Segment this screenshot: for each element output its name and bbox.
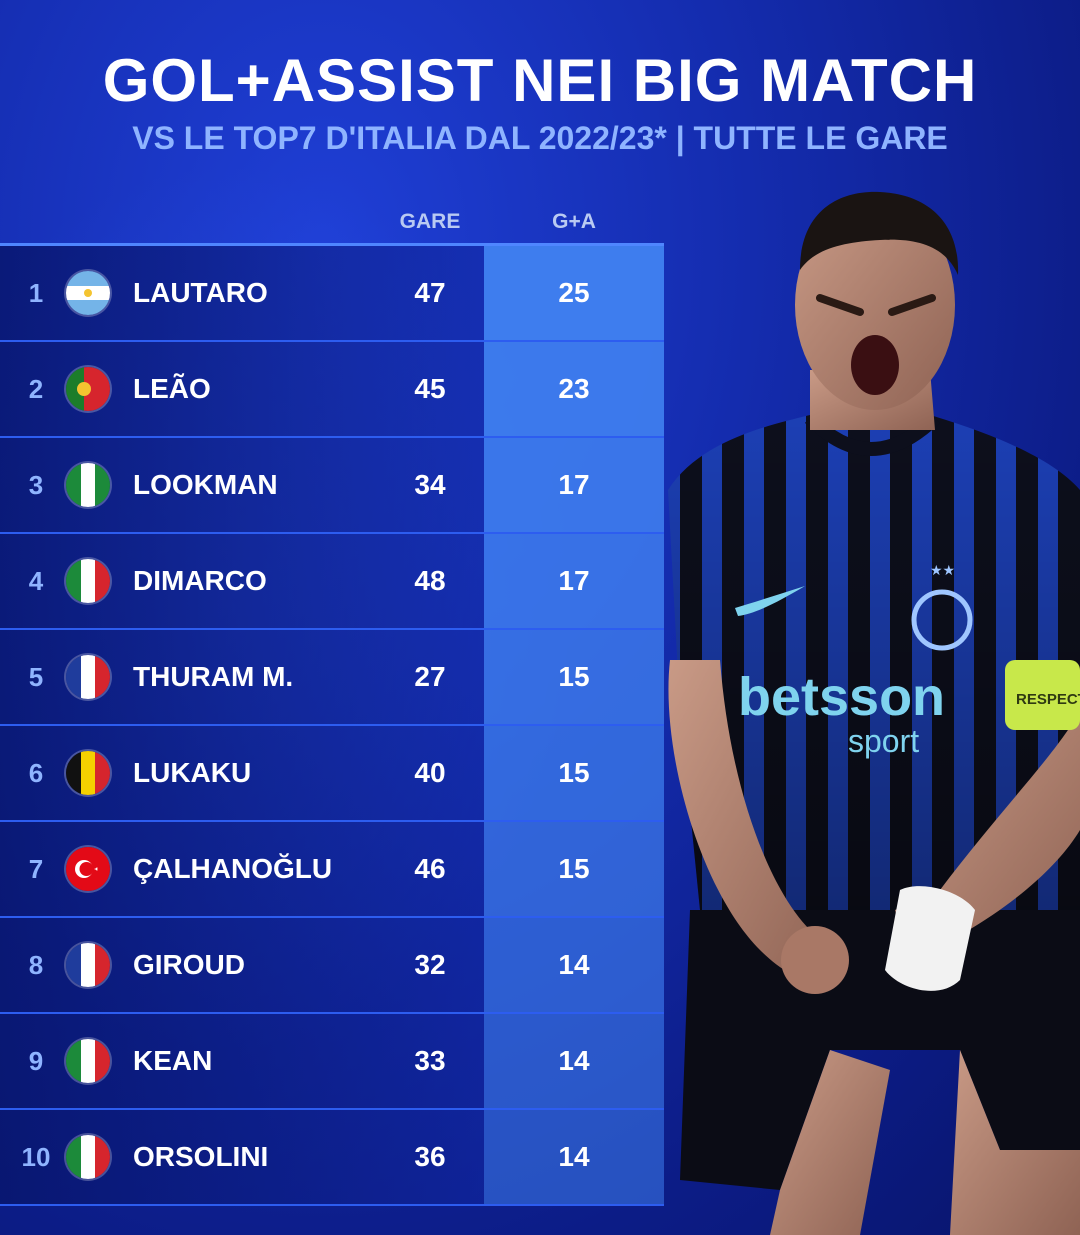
italy-flag-icon xyxy=(66,1135,110,1179)
gare-value: 34 xyxy=(414,469,446,500)
rank-number: 9 xyxy=(28,1046,44,1076)
ga-value: 14 xyxy=(558,1141,590,1172)
rank-number: 8 xyxy=(28,950,44,980)
page-title: GOL+ASSIST NEI BIG MATCH xyxy=(102,47,978,114)
player-name: DIMARCO xyxy=(133,565,267,596)
table-row: 2 LEÃO 45 23 xyxy=(0,342,664,438)
page-subtitle: VS LE TOP7 D'ITALIA DAL 2022/23* | TUTTE… xyxy=(132,120,948,156)
gare-value: 32 xyxy=(414,949,446,980)
club-crest-icon xyxy=(911,589,973,651)
italy-flag-icon xyxy=(66,1039,110,1083)
gare-value: 33 xyxy=(414,1045,446,1076)
rank-number: 2 xyxy=(28,374,44,404)
ga-value: 15 xyxy=(558,757,590,788)
ga-cell-background xyxy=(484,342,664,436)
gare-value: 40 xyxy=(414,757,446,788)
ga-value: 17 xyxy=(558,469,590,500)
gare-value: 48 xyxy=(414,565,446,596)
table-row: 8 GIROUD 32 14 xyxy=(0,918,664,1014)
ranking-table: 1 LAUTARO 47 25 2 LEÃO 45 23 3 LOOKMAN 34 17 4 DIMARC… xyxy=(0,246,664,1206)
france-flag-icon xyxy=(66,655,110,699)
table-row: 5 THURAM M. 27 15 xyxy=(0,630,664,726)
rank-number: 3 xyxy=(28,470,44,500)
ga-cell-background xyxy=(484,918,664,1012)
armband-text: RESPECT xyxy=(1016,691,1080,708)
player-name: LOOKMAN xyxy=(133,469,278,500)
rank-number: 7 xyxy=(28,854,44,884)
belgium-flag-icon xyxy=(66,751,110,795)
table-row: 7 ÇALHANOĞLU 46 15 xyxy=(0,822,664,918)
table-row: 9 KEAN 33 14 xyxy=(0,1014,664,1110)
rank-number: 5 xyxy=(28,662,44,692)
italy-flag-icon xyxy=(66,559,110,603)
ga-cell-background xyxy=(484,630,664,724)
ga-cell-background xyxy=(484,246,664,340)
nigeria-flag-icon xyxy=(66,463,110,507)
column-header-gare: GARE xyxy=(399,210,461,233)
gare-value: 46 xyxy=(414,853,446,884)
ga-cell-background xyxy=(484,726,664,820)
ga-value: 23 xyxy=(558,373,590,404)
player-name: GIROUD xyxy=(133,949,245,980)
ga-cell-background xyxy=(484,1110,664,1204)
gare-value: 47 xyxy=(414,277,446,308)
gare-value: 27 xyxy=(414,661,446,692)
player-name: ORSOLINI xyxy=(133,1141,269,1172)
stars-icon: ★★ xyxy=(930,563,955,579)
player-name: KEAN xyxy=(133,1045,213,1076)
france-flag-icon xyxy=(66,943,110,987)
rank-number: 4 xyxy=(28,566,44,596)
gare-value: 36 xyxy=(414,1141,446,1172)
rank-number: 1 xyxy=(28,278,44,308)
ga-value: 25 xyxy=(558,277,590,308)
sponsor-logo-text: betsson xyxy=(738,667,945,727)
ga-value: 14 xyxy=(558,949,590,980)
player-photo: RESPECT betsson sport ★★ xyxy=(668,191,1080,1235)
rank-number: 6 xyxy=(28,758,44,788)
ga-cell-background xyxy=(484,438,664,532)
ga-value: 15 xyxy=(558,853,590,884)
table-row: 1 LAUTARO 47 25 xyxy=(0,246,664,342)
table-row: 6 LUKAKU 40 15 xyxy=(0,726,664,822)
turkey-flag-icon xyxy=(66,847,110,891)
ga-value: 14 xyxy=(558,1045,590,1076)
player-name: LEÃO xyxy=(133,373,211,404)
player-name: ÇALHANOĞLU xyxy=(133,853,333,884)
table-row: 3 LOOKMAN 34 17 xyxy=(0,438,664,534)
ga-value: 17 xyxy=(558,565,590,596)
column-header-ga: G+A xyxy=(552,210,596,233)
ga-value: 15 xyxy=(558,661,590,692)
argentina-flag-icon xyxy=(66,271,110,315)
table-top-divider xyxy=(0,243,664,246)
portugal-flag-icon xyxy=(66,367,110,411)
player-name: THURAM M. xyxy=(133,661,294,692)
brand-swoosh-icon xyxy=(735,586,805,616)
rank-number: 10 xyxy=(21,1142,51,1172)
ga-cell-background xyxy=(484,534,664,628)
sponsor-sub-text: sport xyxy=(848,723,919,759)
ga-cell-background xyxy=(484,1014,664,1108)
table-row: 4 DIMARCO 48 17 xyxy=(0,534,664,630)
player-name: LAUTARO xyxy=(133,277,268,308)
ga-cell-background xyxy=(484,822,664,916)
player-name: LUKAKU xyxy=(133,757,252,788)
gare-value: 45 xyxy=(414,373,446,404)
table-row: 10 ORSOLINI 36 14 xyxy=(0,1110,664,1206)
